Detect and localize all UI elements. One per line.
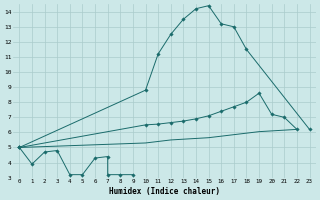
X-axis label: Humidex (Indice chaleur): Humidex (Indice chaleur) — [109, 187, 220, 196]
